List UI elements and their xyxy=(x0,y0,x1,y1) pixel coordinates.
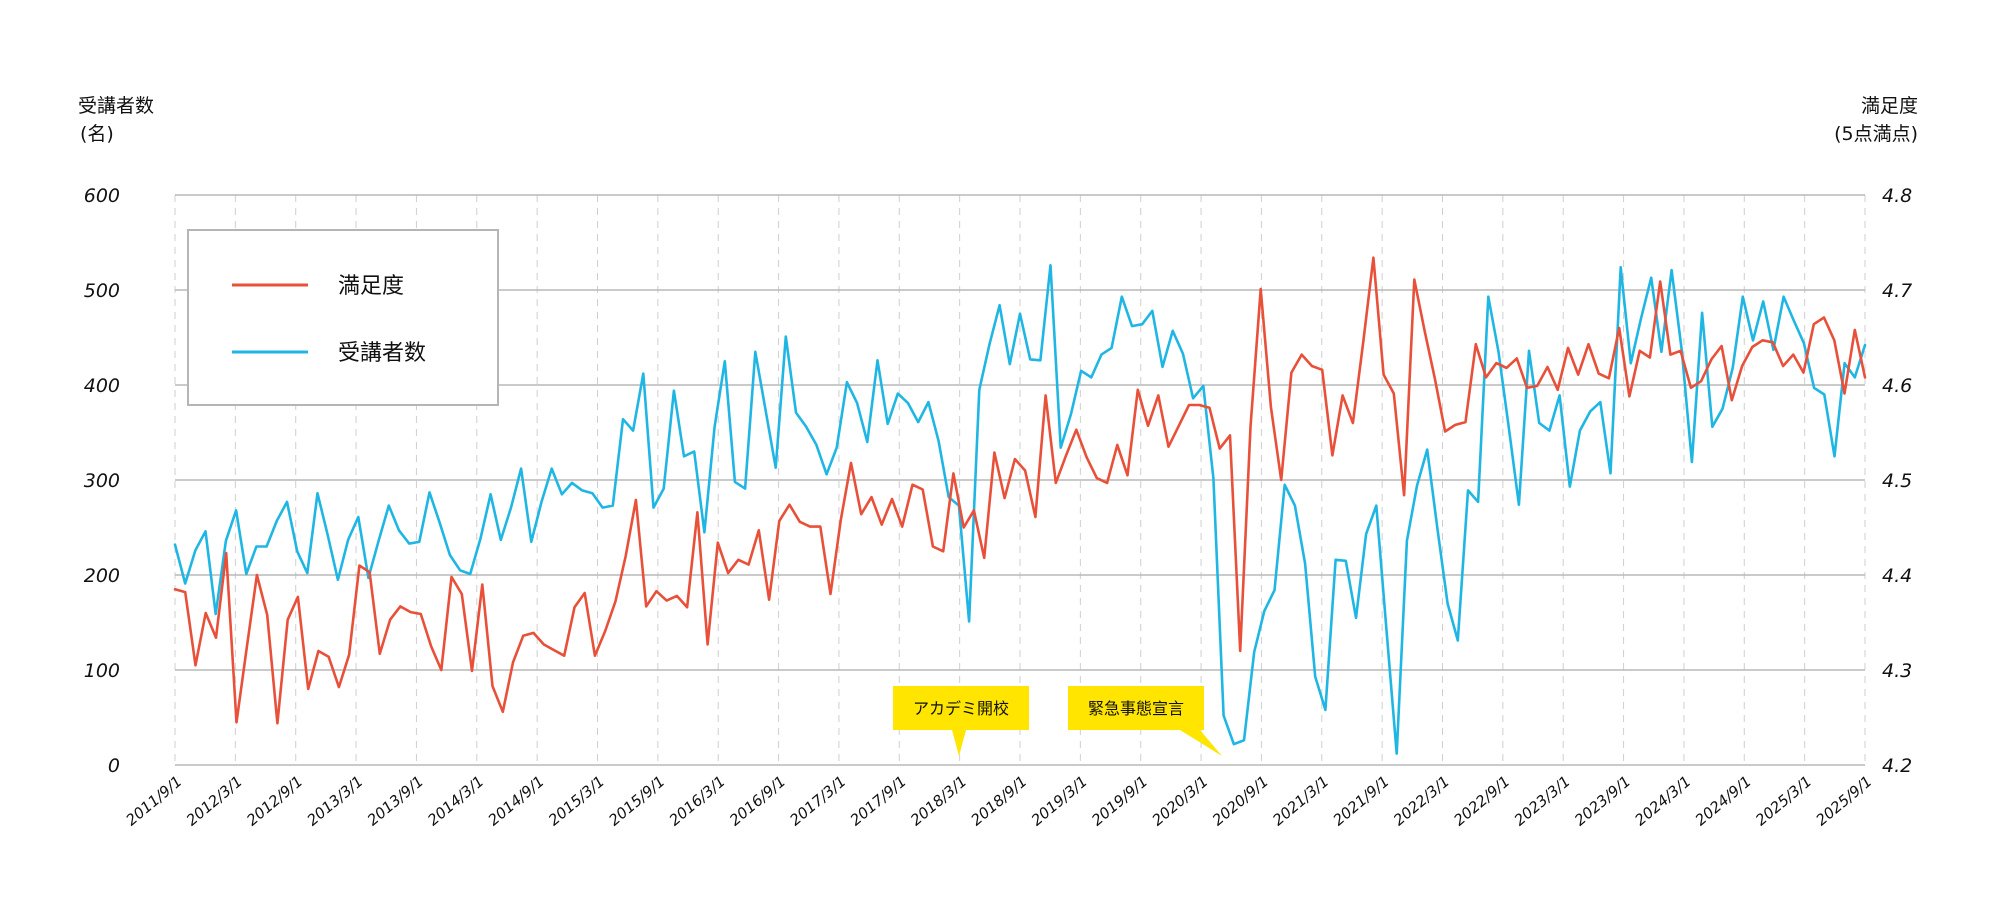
left-tick-label: 100 xyxy=(84,660,120,682)
legend: 満足度 受講者数 xyxy=(187,229,499,406)
series-line-satisfaction xyxy=(173,256,1867,725)
x-tick-label: 2014/9/1 xyxy=(485,772,548,829)
series-line-attendees xyxy=(173,263,1867,755)
annotation-academy-open-box xyxy=(893,686,1029,730)
x-tick-label: 2024/9/1 xyxy=(1692,772,1755,829)
x-tick-label: 2024/3/1 xyxy=(1631,772,1694,829)
right-tick-label: 4.8 xyxy=(1882,185,1912,207)
annotation-academy-open-pointer xyxy=(952,730,966,756)
x-tick-label: 2018/3/1 xyxy=(907,772,970,829)
annotation-emergency-pointer xyxy=(1180,730,1222,756)
right-tick-label: 4.4 xyxy=(1882,565,1912,587)
x-tick-label: 2017/3/1 xyxy=(786,772,849,829)
legend-label-attendees: 受講者数 xyxy=(338,341,426,366)
x-axis-ticks: 2011/9/12012/3/12012/9/12013/3/12013/9/1… xyxy=(122,772,1875,829)
x-tick-label: 2022/3/1 xyxy=(1390,772,1453,829)
x-tick-label: 2012/3/1 xyxy=(183,772,246,829)
series-layer xyxy=(173,256,1867,755)
annotation-emergency: 緊急事態宣言 xyxy=(1068,686,1222,756)
x-tick-label: 2019/3/1 xyxy=(1028,772,1091,829)
right-axis-title-line1: 満足度 xyxy=(1861,95,1918,117)
left-tick-label: 600 xyxy=(84,185,120,207)
x-tick-label: 2020/3/1 xyxy=(1148,772,1211,829)
left-tick-label: 200 xyxy=(84,565,120,587)
x-tick-label: 2025/3/1 xyxy=(1752,772,1815,829)
x-tick-label: 2019/9/1 xyxy=(1088,772,1151,829)
left-tick-label: 500 xyxy=(84,280,120,302)
x-tick-label: 2013/9/1 xyxy=(364,772,427,829)
x-tick-label: 2011/9/1 xyxy=(122,772,185,829)
right-tick-label: 4.5 xyxy=(1882,470,1912,492)
right-axis-title-line2: (5点満点) xyxy=(1834,123,1918,145)
x-tick-label: 2023/9/1 xyxy=(1571,772,1634,829)
left-tick-label: 400 xyxy=(84,375,120,397)
annotation-academy-open: アカデミ開校 xyxy=(893,686,1029,756)
annotation-academy-open-label: アカデミ開校 xyxy=(913,699,1009,718)
x-tick-label: 2021/3/1 xyxy=(1269,772,1332,829)
right-tick-label: 4.6 xyxy=(1882,375,1912,397)
x-tick-label: 2018/9/1 xyxy=(967,772,1030,829)
x-tick-label: 2016/3/1 xyxy=(666,772,729,829)
annotation-emergency-label: 緊急事態宣言 xyxy=(1088,699,1184,718)
x-tick-label: 2015/3/1 xyxy=(545,772,608,829)
right-axis-ticks: 4.2 4.3 4.4 4.5 4.6 4.7 4.8 xyxy=(1882,185,1912,777)
left-tick-label: 300 xyxy=(84,470,120,492)
x-tick-label: 2025/9/1 xyxy=(1812,772,1875,829)
legend-box xyxy=(187,229,499,406)
right-tick-label: 4.7 xyxy=(1882,280,1912,302)
x-tick-label: 2013/3/1 xyxy=(303,772,366,829)
x-tick-label: 2023/3/1 xyxy=(1511,772,1574,829)
x-tick-label: 2017/9/1 xyxy=(847,772,910,829)
x-tick-label: 2012/9/1 xyxy=(243,772,306,829)
x-tick-label: 2021/9/1 xyxy=(1330,772,1393,829)
x-tick-label: 2014/3/1 xyxy=(424,772,487,829)
left-axis-ticks: 0 100 200 300 400 500 600 xyxy=(84,185,120,777)
right-tick-label: 4.3 xyxy=(1882,660,1912,682)
x-tick-label: 2020/9/1 xyxy=(1209,772,1272,829)
left-axis-title-line1: 受講者数 xyxy=(78,95,154,117)
x-tick-label: 2016/9/1 xyxy=(726,772,789,829)
x-tick-label: 2015/9/1 xyxy=(605,772,668,829)
left-axis-title-line2: (名) xyxy=(80,123,114,145)
left-tick-label: 0 xyxy=(108,755,120,777)
annotation-emergency-box xyxy=(1068,686,1204,730)
legend-label-satisfaction: 満足度 xyxy=(338,274,404,299)
x-tick-label: 2022/9/1 xyxy=(1450,772,1513,829)
right-tick-label: 4.2 xyxy=(1882,755,1912,777)
